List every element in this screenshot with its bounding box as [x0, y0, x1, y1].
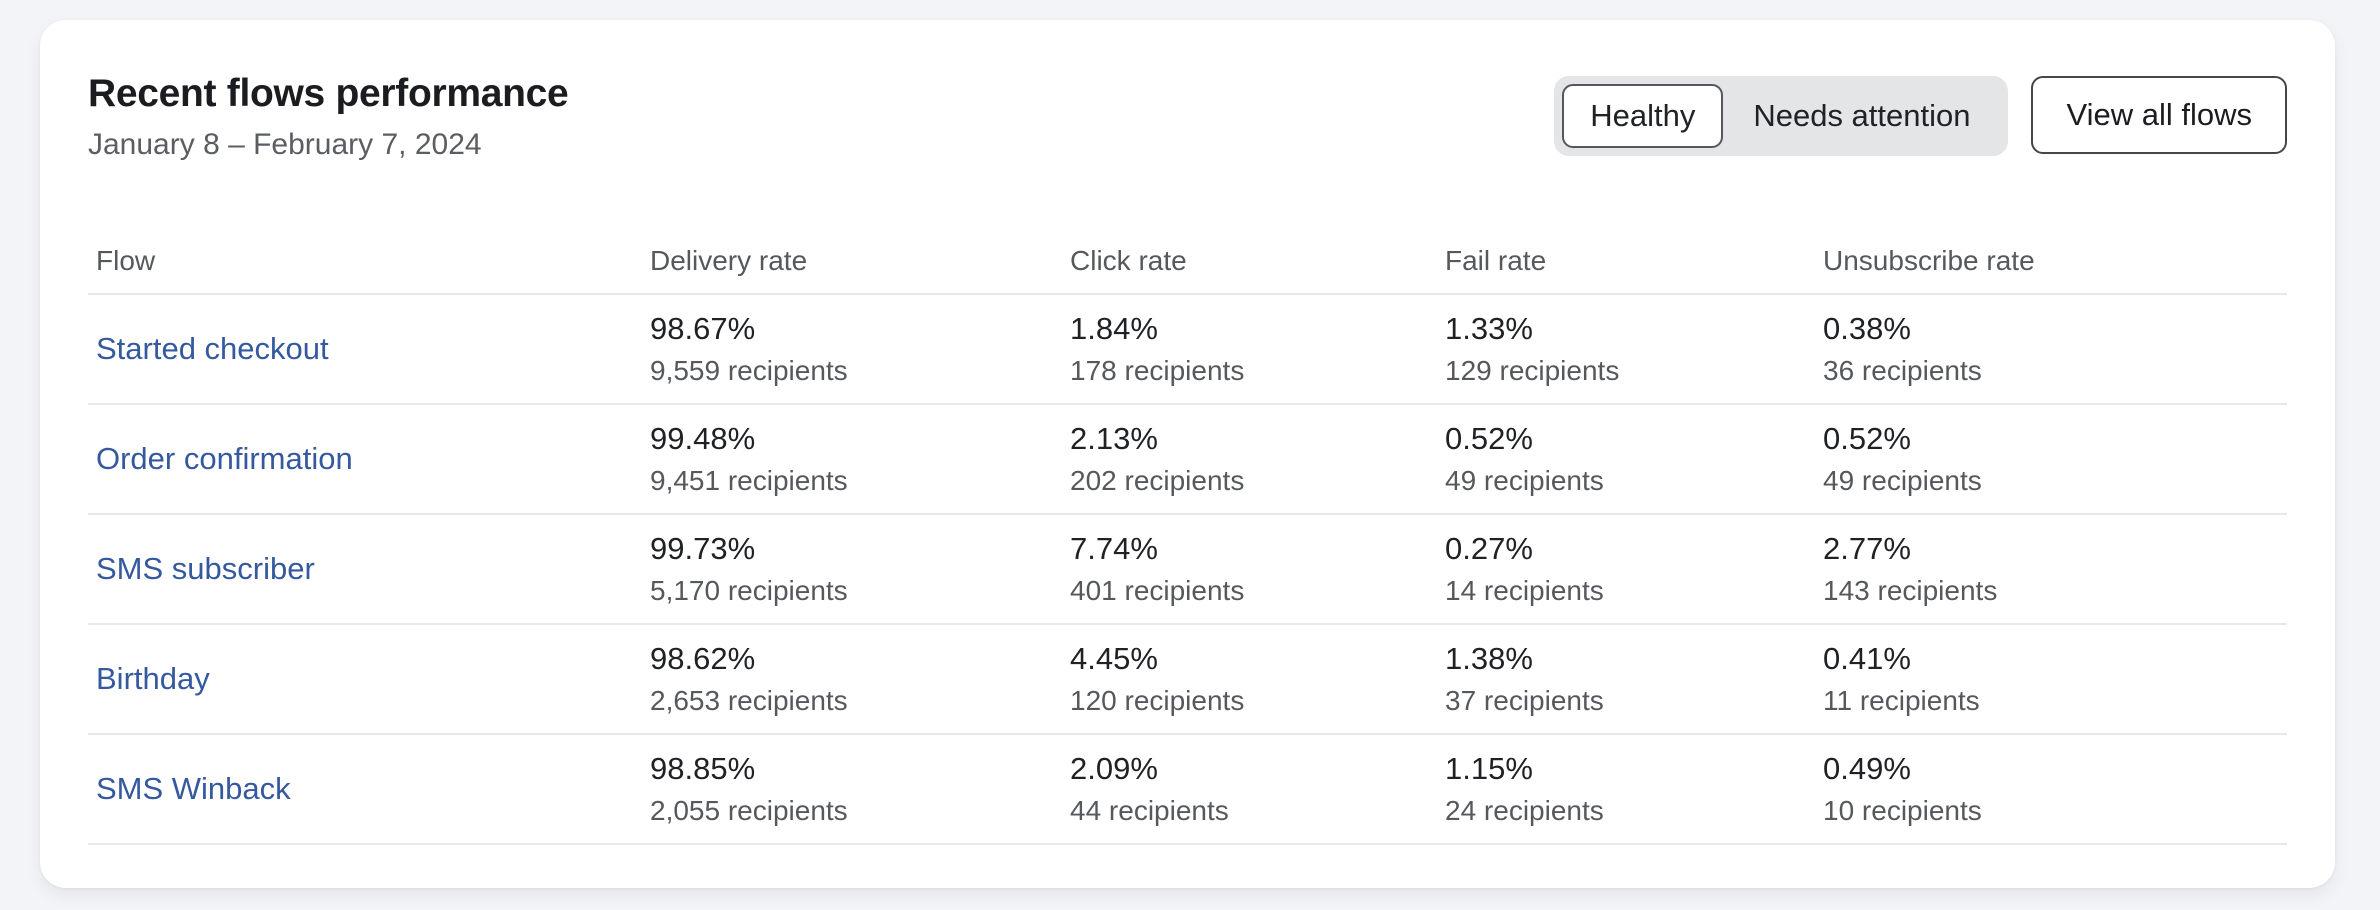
recent-flows-performance-card: Recent flows performance January 8 – Feb…: [40, 20, 2335, 888]
unsubscribe-recipients: 11 recipients: [1823, 685, 1980, 717]
delivery-recipients: 9,451 recipients: [650, 465, 848, 497]
click-rate-value: 4.45%: [1070, 640, 1158, 676]
fail-rate-value: 0.52%: [1445, 420, 1533, 456]
table-row: SMS subscriber 99.73% 5,170 recipients 7…: [88, 515, 2287, 625]
unsubscribe-recipients: 36 recipients: [1823, 355, 1982, 387]
click-recipients: 202 recipients: [1070, 465, 1245, 497]
delivery-rate-value: 98.62%: [650, 640, 756, 676]
delivery-rate-value: 99.73%: [650, 530, 756, 566]
click-rate-value: 7.74%: [1070, 530, 1158, 566]
click-recipients: 178 recipients: [1070, 355, 1245, 387]
page-title: Recent flows performance: [88, 72, 569, 115]
flow-link[interactable]: SMS Winback: [96, 770, 291, 806]
column-header-delivery-rate: Delivery rate: [650, 244, 808, 276]
delivery-recipients: 2,653 recipients: [650, 685, 848, 717]
table-header-row: Flow Delivery rate Click rate Fail rate …: [88, 229, 2287, 295]
unsubscribe-recipients: 143 recipients: [1823, 575, 1998, 607]
flow-link[interactable]: SMS subscriber: [96, 550, 315, 586]
table-row: Order confirmation 99.48% 9,451 recipien…: [88, 405, 2287, 515]
card-header: Recent flows performance January 8 – Feb…: [40, 20, 2335, 163]
click-rate-value: 1.84%: [1070, 310, 1158, 346]
fail-recipients: 37 recipients: [1445, 685, 1604, 717]
unsubscribe-recipients: 10 recipients: [1823, 795, 1982, 827]
fail-recipients: 129 recipients: [1445, 355, 1620, 387]
click-recipients: 120 recipients: [1070, 685, 1245, 717]
fail-rate-value: 1.15%: [1445, 750, 1533, 786]
delivery-rate-value: 99.48%: [650, 420, 756, 456]
flow-link[interactable]: Started checkout: [96, 330, 329, 366]
table-row: Birthday 98.62% 2,653 recipients 4.45% 1…: [88, 625, 2287, 735]
fail-rate-value: 1.33%: [1445, 310, 1533, 346]
column-header-flow: Flow: [96, 244, 156, 276]
unsubscribe-rate-value: 2.77%: [1823, 530, 1911, 566]
delivery-recipients: 9,559 recipients: [650, 355, 848, 387]
column-header-fail-rate: Fail rate: [1445, 244, 1547, 276]
click-rate-value: 2.13%: [1070, 420, 1158, 456]
table-row: Started checkout 98.67% 9,559 recipients…: [88, 295, 2287, 405]
header-controls: Healthy Needs attention View all flows: [1554, 72, 2287, 156]
health-filter-toggle: Healthy Needs attention: [1554, 76, 2009, 156]
fail-recipients: 14 recipients: [1445, 575, 1604, 607]
unsubscribe-recipients: 49 recipients: [1823, 465, 1982, 497]
view-all-flows-button[interactable]: View all flows: [2031, 76, 2287, 154]
unsubscribe-rate-value: 0.38%: [1823, 310, 1911, 346]
delivery-rate-value: 98.85%: [650, 750, 756, 786]
flow-link[interactable]: Birthday: [96, 660, 210, 696]
fail-recipients: 24 recipients: [1445, 795, 1604, 827]
table-row: SMS Winback 98.85% 2,055 recipients 2.09…: [88, 735, 2287, 845]
filter-option-needs-attention[interactable]: Needs attention: [1753, 98, 1971, 133]
flows-table: Flow Delivery rate Click rate Fail rate …: [88, 229, 2287, 845]
fail-rate-value: 0.27%: [1445, 530, 1533, 566]
unsubscribe-rate-value: 0.49%: [1823, 750, 1911, 786]
flow-link[interactable]: Order confirmation: [96, 440, 353, 476]
column-header-click-rate: Click rate: [1070, 244, 1187, 276]
filter-option-healthy[interactable]: Healthy: [1562, 84, 1724, 148]
unsubscribe-rate-value: 0.52%: [1823, 420, 1911, 456]
unsubscribe-rate-value: 0.41%: [1823, 640, 1911, 676]
delivery-rate-value: 98.67%: [650, 310, 756, 346]
date-range: January 8 – February 7, 2024: [88, 127, 482, 161]
click-rate-value: 2.09%: [1070, 750, 1158, 786]
click-recipients: 401 recipients: [1070, 575, 1245, 607]
delivery-recipients: 5,170 recipients: [650, 575, 848, 607]
fail-rate-value: 1.38%: [1445, 640, 1533, 676]
fail-recipients: 49 recipients: [1445, 465, 1604, 497]
click-recipients: 44 recipients: [1070, 795, 1229, 827]
title-block: Recent flows performance January 8 – Feb…: [88, 72, 569, 163]
delivery-recipients: 2,055 recipients: [650, 795, 848, 827]
column-header-unsubscribe-rate: Unsubscribe rate: [1823, 244, 2035, 276]
